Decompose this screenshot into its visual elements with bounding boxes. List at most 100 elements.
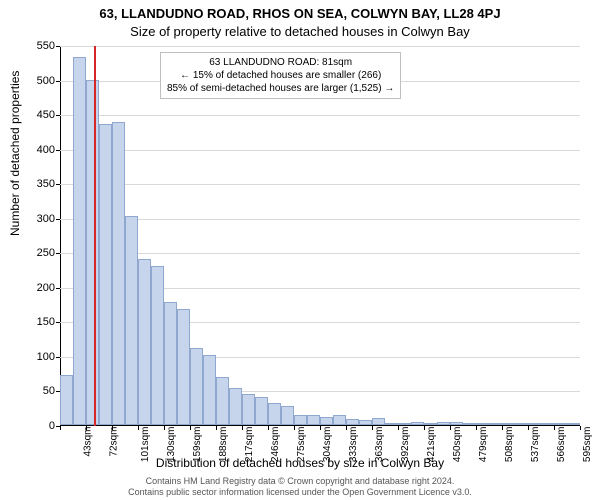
x-tick-mark [164, 426, 165, 430]
histogram-bar [372, 418, 385, 425]
histogram-bar [99, 124, 112, 425]
footer-line-2: Contains public sector information licen… [0, 487, 600, 498]
y-tick-mark [56, 253, 60, 254]
y-tick-label: 300 [15, 214, 55, 225]
x-tick-mark [216, 426, 217, 430]
histogram-bar [359, 420, 372, 425]
y-tick-mark [56, 288, 60, 289]
histogram-bar [60, 375, 73, 425]
x-tick-label: 72sqm [109, 427, 120, 457]
x-tick-mark [242, 426, 243, 430]
histogram-bar [281, 406, 294, 425]
y-tick-label: 150 [15, 317, 55, 328]
histogram-bar [151, 266, 164, 425]
x-tick-mark [372, 426, 373, 430]
gridline [60, 150, 580, 151]
y-tick-mark [56, 357, 60, 358]
histogram-bar [476, 423, 489, 425]
histogram-bar [437, 422, 450, 425]
y-axis-line [60, 46, 61, 426]
x-axis-label: Distribution of detached houses by size … [0, 456, 600, 470]
x-tick-mark [320, 426, 321, 430]
gridline [60, 46, 580, 47]
y-tick-mark [56, 81, 60, 82]
histogram-bar [86, 80, 99, 425]
histogram-bar [398, 423, 411, 425]
y-tick-mark [56, 219, 60, 220]
histogram-bar [450, 422, 463, 425]
histogram-bar [203, 355, 216, 425]
y-tick-label: 400 [15, 145, 55, 156]
y-tick-label: 350 [15, 179, 55, 190]
histogram-bar [73, 57, 86, 425]
y-tick-label: 450 [15, 110, 55, 121]
histogram-bar [255, 397, 268, 425]
histogram-bar [138, 259, 151, 425]
histogram-bar [567, 423, 580, 425]
x-tick-mark [398, 426, 399, 430]
y-tick-mark [56, 46, 60, 47]
x-tick-mark [528, 426, 529, 430]
histogram-bar [177, 309, 190, 425]
histogram-bar [385, 423, 398, 425]
x-tick-mark [424, 426, 425, 430]
histogram-bar [346, 419, 359, 425]
footer-line-1: Contains HM Land Registry data © Crown c… [0, 476, 600, 487]
x-tick-mark [60, 426, 61, 430]
x-tick-mark [502, 426, 503, 430]
histogram-bar [554, 423, 567, 425]
annotation-line-3: 85% of semi-detached houses are larger (… [167, 82, 394, 95]
y-tick-label: 50 [15, 386, 55, 397]
x-tick-mark [190, 426, 191, 430]
chart-annotation-box: 63 LLANDUDNO ROAD: 81sqm ← 15% of detach… [160, 52, 401, 99]
x-tick-mark [450, 426, 451, 430]
histogram-bar [320, 417, 333, 425]
x-tick-label: 43sqm [83, 427, 94, 457]
histogram-bar [216, 377, 229, 425]
y-tick-label: 100 [15, 352, 55, 363]
y-tick-mark [56, 115, 60, 116]
x-tick-mark [476, 426, 477, 430]
y-tick-label: 550 [15, 41, 55, 52]
gridline [60, 253, 580, 254]
histogram-bar [333, 415, 346, 425]
histogram-bar [424, 423, 437, 425]
histogram-bar [112, 122, 125, 425]
x-tick-mark [86, 426, 87, 430]
histogram-bar [541, 423, 554, 425]
y-tick-mark [56, 150, 60, 151]
histogram-bar [411, 422, 424, 425]
reference-line [94, 46, 96, 426]
y-tick-mark [56, 322, 60, 323]
gridline [60, 115, 580, 116]
histogram-bar [515, 423, 528, 425]
x-tick-mark [554, 426, 555, 430]
gridline [60, 184, 580, 185]
histogram-bar [229, 388, 242, 425]
histogram-bar [164, 302, 177, 425]
y-tick-mark [56, 184, 60, 185]
annotation-line-1: 63 LLANDUDNO ROAD: 81sqm [167, 56, 394, 69]
x-tick-mark [138, 426, 139, 430]
x-tick-mark [268, 426, 269, 430]
histogram-bar [528, 423, 541, 425]
histogram-bar [125, 216, 138, 425]
histogram-bar [242, 394, 255, 425]
histogram-bar [463, 423, 476, 425]
annotation-line-2: ← 15% of detached houses are smaller (26… [167, 69, 394, 82]
x-tick-mark [580, 426, 581, 430]
chart-plot-area: 05010015020025030035040045050055043sqm72… [60, 46, 580, 426]
x-tick-mark [294, 426, 295, 430]
histogram-bar [190, 348, 203, 425]
y-tick-label: 500 [15, 76, 55, 87]
x-tick-mark [346, 426, 347, 430]
page-subtitle: Size of property relative to detached ho… [0, 24, 600, 39]
y-tick-label: 0 [15, 421, 55, 432]
histogram-bar [294, 415, 307, 425]
page-title: 63, LLANDUDNO ROAD, RHOS ON SEA, COLWYN … [0, 6, 600, 21]
y-tick-label: 250 [15, 248, 55, 259]
histogram-bar [502, 423, 515, 425]
y-tick-label: 200 [15, 283, 55, 294]
footer-credits: Contains HM Land Registry data © Crown c… [0, 476, 600, 498]
gridline [60, 219, 580, 220]
